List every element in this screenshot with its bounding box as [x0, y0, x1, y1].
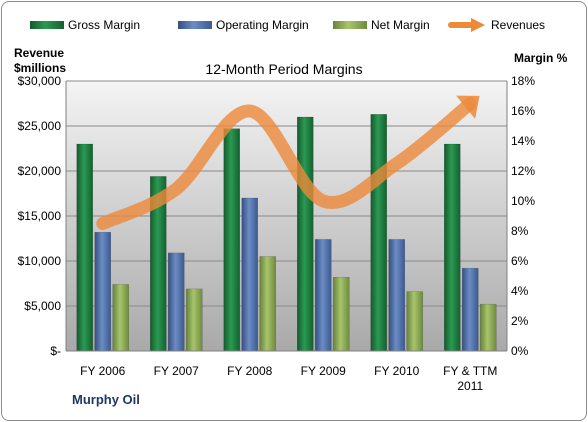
footer-label: Murphy Oil: [72, 392, 140, 407]
legend: Gross Margin Operating Margin Net Margin…: [30, 18, 545, 32]
bar-net-margin-fy-2009: [333, 276, 350, 352]
x-tick-label-fy-2009: FY 2009: [301, 364, 346, 378]
right-tick-label-8: 16%: [511, 104, 535, 118]
bar-net-margin-fy-ttm-2011: [480, 303, 497, 352]
right-axis-label: Margin %: [514, 51, 568, 65]
left-tick-label-2: $10,000: [18, 254, 62, 268]
right-tick-label-4: 8%: [511, 224, 529, 238]
bar-net-margin-fy-2007: [186, 288, 203, 352]
chart-title: 12-Month Period Margins: [205, 61, 362, 77]
right-tick-label-0: 0%: [511, 344, 529, 358]
legend-label-net-margin: Net Margin: [371, 18, 430, 32]
left-tick-label-0: $-: [50, 344, 61, 358]
left-tick-label-1: $5,000: [24, 299, 61, 313]
bar-gross-margin-fy-2009: [297, 116, 314, 352]
bar-operating-margin-fy-2008: [241, 197, 258, 352]
left-tick-label-4: $20,000: [18, 164, 62, 178]
bar-operating-margin-fy-2006: [94, 231, 111, 352]
bar-gross-margin-fy-2010: [370, 114, 387, 352]
bar-operating-margin-fy-2010: [388, 239, 405, 352]
bar-net-margin-fy-2008: [259, 256, 276, 352]
bar-gross-margin-fy-ttm-2011: [444, 143, 461, 352]
revenue-line-arrowhead: [456, 95, 480, 119]
left-axis-label-line1: Revenue: [14, 46, 64, 60]
x-tick-label-fy-2007: FY 2007: [154, 364, 199, 378]
legend-label-gross-margin: Gross Margin: [68, 18, 140, 32]
right-tick-label-7: 14%: [511, 134, 535, 148]
right-tick-label-1: 2%: [511, 314, 529, 328]
bar-gross-margin-fy-2008: [223, 128, 240, 352]
bar-operating-margin-fy-ttm-2011: [462, 267, 479, 352]
left-tick-label-6: $30,000: [18, 74, 62, 88]
right-tick-label-2: 4%: [511, 284, 529, 298]
legend-label-operating-margin: Operating Margin: [216, 18, 309, 32]
revenue-line-path: [96, 97, 477, 230]
legend-label-revenues: Revenues: [491, 18, 545, 32]
left-axis-label-line2: $millions: [14, 61, 66, 75]
right-tick-label-5: 10%: [511, 194, 535, 208]
right-tick-label-6: 12%: [511, 164, 535, 178]
x-tick-label-fy-ttm-2011: FY & TTM 2011: [443, 364, 497, 393]
right-tick-label-3: 6%: [511, 254, 529, 268]
revenue-line: [96, 95, 480, 230]
legend-swatch-operating-margin: [178, 21, 212, 29]
x-tick-label-fy-2006: FY 2006: [80, 364, 125, 378]
left-tick-label-5: $25,000: [18, 119, 62, 133]
legend-swatch-net-margin: [333, 21, 367, 29]
bar-gross-margin-fy-2006: [76, 143, 93, 352]
axes: $- $5,000 $10,000 $15,000 $20,000 $25,000 $30,…: [18, 74, 536, 393]
left-tick-label-3: $15,000: [18, 209, 62, 223]
bar-operating-margin-fy-2007: [168, 252, 185, 352]
right-tick-label-9: 18%: [511, 74, 535, 88]
x-tick-label-fy-2010: FY 2010: [374, 364, 419, 378]
bar-operating-margin-fy-2009: [315, 239, 332, 352]
bar-net-margin-fy-2006: [112, 284, 129, 352]
legend-arrow-revenues: [471, 18, 485, 32]
legend-swatch-gross-margin: [30, 21, 64, 29]
x-tick-label-fy-2008: FY 2008: [227, 364, 272, 378]
bar-net-margin-fy-2010: [406, 291, 423, 352]
